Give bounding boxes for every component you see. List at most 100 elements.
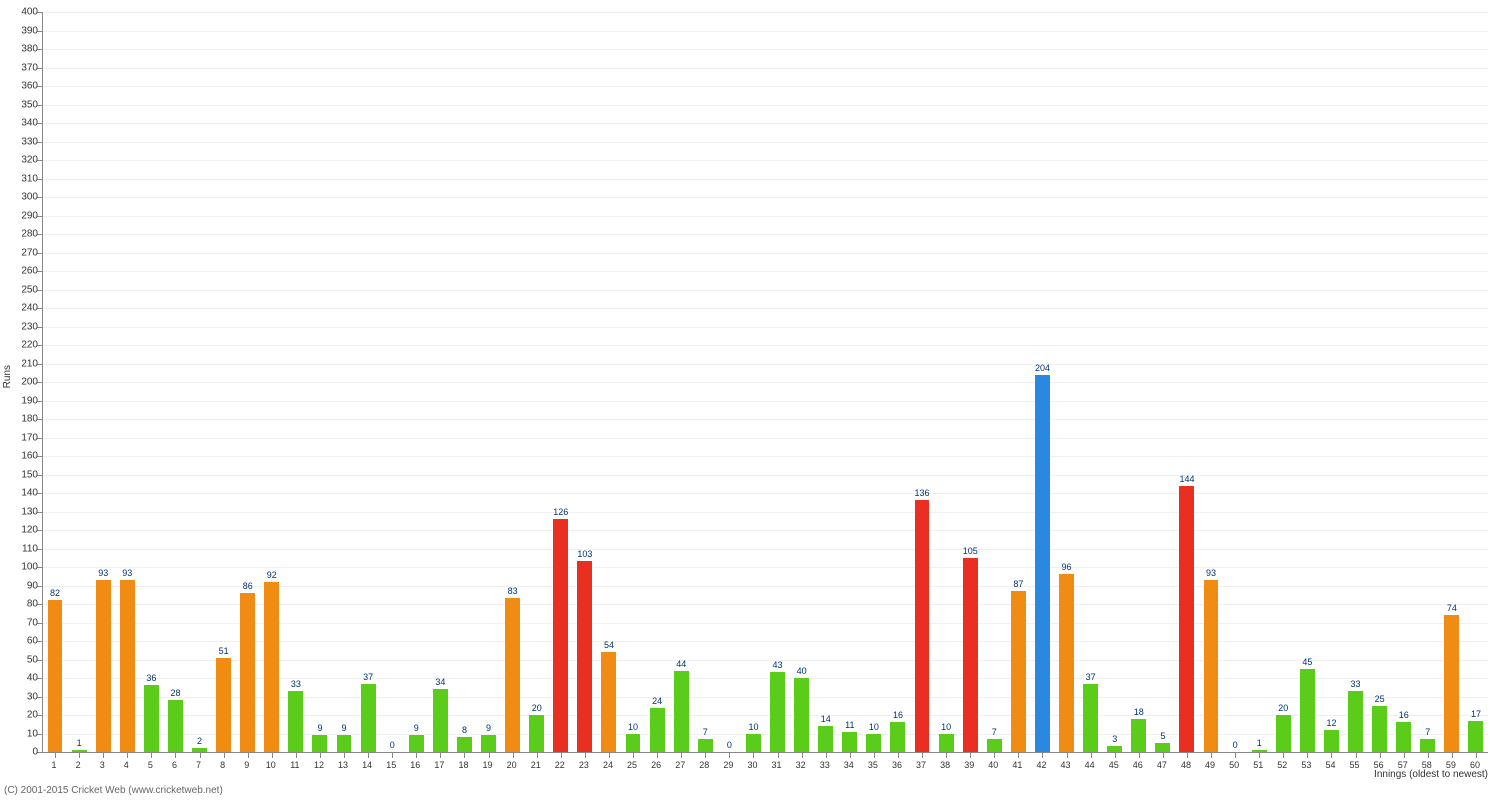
y-tick-label: 330 bbox=[6, 136, 38, 147]
bar bbox=[939, 734, 954, 753]
y-tick-label: 360 bbox=[6, 81, 38, 92]
gridline bbox=[43, 308, 1488, 309]
bar-value-label: 10 bbox=[869, 722, 879, 732]
y-tick-label: 180 bbox=[6, 414, 38, 425]
bar-value-label: 136 bbox=[915, 488, 930, 498]
y-tick-label: 380 bbox=[6, 44, 38, 55]
bar-value-label: 86 bbox=[243, 581, 253, 591]
x-tick-label: 19 bbox=[483, 760, 493, 770]
gridline bbox=[43, 456, 1488, 457]
bar-value-label: 144 bbox=[1179, 474, 1194, 484]
bar-value-label: 9 bbox=[342, 723, 347, 733]
bar bbox=[1276, 715, 1291, 752]
bar-value-label: 126 bbox=[553, 507, 568, 517]
x-tick bbox=[898, 752, 899, 758]
x-tick-label: 43 bbox=[1061, 760, 1071, 770]
gridline bbox=[43, 49, 1488, 50]
y-tick-label: 270 bbox=[6, 247, 38, 258]
bar-value-label: 204 bbox=[1035, 363, 1050, 373]
x-tick-label: 17 bbox=[434, 760, 444, 770]
gridline bbox=[43, 345, 1488, 346]
x-tick bbox=[778, 752, 779, 758]
bar-value-label: 37 bbox=[1086, 672, 1096, 682]
bar bbox=[481, 735, 496, 752]
gridline bbox=[43, 253, 1488, 254]
bar bbox=[915, 500, 930, 752]
bar-value-label: 34 bbox=[435, 677, 445, 687]
y-tick-label: 230 bbox=[6, 321, 38, 332]
copyright-text: (C) 2001-2015 Cricket Web (www.cricketwe… bbox=[4, 785, 223, 796]
gridline bbox=[43, 216, 1488, 217]
x-tick-label: 49 bbox=[1205, 760, 1215, 770]
bar-value-label: 24 bbox=[652, 696, 662, 706]
bar bbox=[746, 734, 761, 753]
gridline bbox=[43, 549, 1488, 550]
x-tick-label: 25 bbox=[627, 760, 637, 770]
bar bbox=[361, 684, 376, 752]
bar bbox=[601, 652, 616, 752]
gridline bbox=[43, 160, 1488, 161]
x-tick-label: 41 bbox=[1012, 760, 1022, 770]
bar bbox=[794, 678, 809, 752]
bar bbox=[577, 561, 592, 752]
x-tick-label: 56 bbox=[1374, 760, 1384, 770]
bar bbox=[409, 735, 424, 752]
x-tick bbox=[175, 752, 176, 758]
gridline bbox=[43, 419, 1488, 420]
x-tick bbox=[1042, 752, 1043, 758]
x-tick bbox=[729, 752, 730, 758]
bar bbox=[890, 722, 905, 752]
bar bbox=[1444, 615, 1459, 752]
x-tick-label: 10 bbox=[266, 760, 276, 770]
x-tick bbox=[1259, 752, 1260, 758]
y-tick-label: 340 bbox=[6, 118, 38, 129]
x-tick-label: 45 bbox=[1109, 760, 1119, 770]
x-tick bbox=[946, 752, 947, 758]
bar-value-label: 40 bbox=[797, 666, 807, 676]
gridline bbox=[43, 105, 1488, 106]
y-tick-label: 210 bbox=[6, 358, 38, 369]
x-tick bbox=[802, 752, 803, 758]
x-tick-label: 57 bbox=[1398, 760, 1408, 770]
gridline bbox=[43, 493, 1488, 494]
y-tick-label: 90 bbox=[6, 580, 38, 591]
bar bbox=[1011, 591, 1026, 752]
x-tick-label: 37 bbox=[916, 760, 926, 770]
x-tick bbox=[1211, 752, 1212, 758]
bar-value-label: 10 bbox=[748, 722, 758, 732]
bar-value-label: 10 bbox=[628, 722, 638, 732]
bar-value-label: 33 bbox=[291, 679, 301, 689]
y-tick-label: 150 bbox=[6, 469, 38, 480]
gridline bbox=[43, 475, 1488, 476]
bar-value-label: 5 bbox=[1160, 731, 1165, 741]
x-tick bbox=[1018, 752, 1019, 758]
bar-value-label: 74 bbox=[1447, 603, 1457, 613]
bar bbox=[240, 593, 255, 752]
x-tick bbox=[320, 752, 321, 758]
bar-value-label: 9 bbox=[317, 723, 322, 733]
x-tick-label: 12 bbox=[314, 760, 324, 770]
y-tick-label: 20 bbox=[6, 710, 38, 721]
bar bbox=[1035, 375, 1050, 752]
bar bbox=[96, 580, 111, 752]
y-tick-label: 10 bbox=[6, 728, 38, 739]
x-tick bbox=[922, 752, 923, 758]
x-tick bbox=[1091, 752, 1092, 758]
bar-value-label: 8 bbox=[462, 725, 467, 735]
x-tick bbox=[55, 752, 56, 758]
y-tick-label: 30 bbox=[6, 691, 38, 702]
x-tick bbox=[79, 752, 80, 758]
gridline bbox=[43, 678, 1488, 679]
gridline bbox=[43, 660, 1488, 661]
bar bbox=[1372, 706, 1387, 752]
x-tick bbox=[224, 752, 225, 758]
bar bbox=[1468, 721, 1483, 752]
x-tick bbox=[368, 752, 369, 758]
gridline bbox=[43, 641, 1488, 642]
x-tick-label: 40 bbox=[988, 760, 998, 770]
x-tick bbox=[826, 752, 827, 758]
bar-value-label: 12 bbox=[1326, 718, 1336, 728]
x-tick bbox=[874, 752, 875, 758]
y-tick-label: 200 bbox=[6, 377, 38, 388]
bar-value-label: 16 bbox=[1399, 710, 1409, 720]
